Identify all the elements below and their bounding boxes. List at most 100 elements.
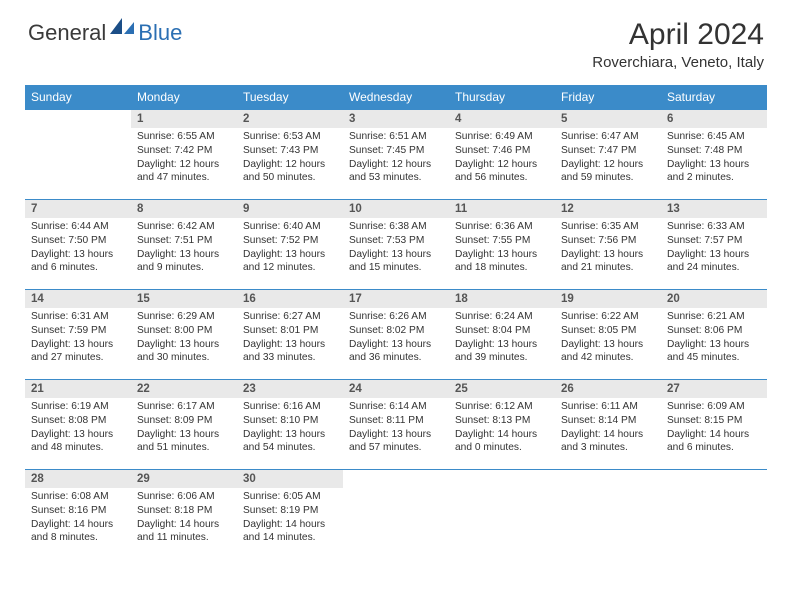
- sunrise-text: Sunrise: 6:05 AM: [243, 490, 337, 504]
- day-number: 12: [555, 200, 661, 218]
- daylight-text: Daylight: 13 hours and 48 minutes.: [31, 428, 125, 456]
- day-info: Sunrise: 6:53 AMSunset: 7:43 PMDaylight:…: [237, 128, 343, 189]
- day-number: 18: [449, 290, 555, 308]
- day-number: 23: [237, 380, 343, 398]
- sunrise-text: Sunrise: 6:26 AM: [349, 310, 443, 324]
- calendar-day-cell: 22Sunrise: 6:17 AMSunset: 8:09 PMDayligh…: [131, 380, 237, 470]
- calendar-day-cell: 21Sunrise: 6:19 AMSunset: 8:08 PMDayligh…: [25, 380, 131, 470]
- day-number: 11: [449, 200, 555, 218]
- sunrise-text: Sunrise: 6:45 AM: [667, 130, 761, 144]
- daylight-text: Daylight: 13 hours and 18 minutes.: [455, 248, 549, 276]
- daylight-text: Daylight: 13 hours and 27 minutes.: [31, 338, 125, 366]
- sunset-text: Sunset: 7:52 PM: [243, 234, 337, 248]
- day-info: Sunrise: 6:49 AMSunset: 7:46 PMDaylight:…: [449, 128, 555, 189]
- day-number: 8: [131, 200, 237, 218]
- calendar-week-row: 1Sunrise: 6:55 AMSunset: 7:42 PMDaylight…: [25, 110, 767, 200]
- day-info: Sunrise: 6:12 AMSunset: 8:13 PMDaylight:…: [449, 398, 555, 459]
- daylight-text: Daylight: 12 hours and 59 minutes.: [561, 158, 655, 186]
- day-info: Sunrise: 6:33 AMSunset: 7:57 PMDaylight:…: [661, 218, 767, 279]
- calendar-day-cell: 10Sunrise: 6:38 AMSunset: 7:53 PMDayligh…: [343, 200, 449, 290]
- sunset-text: Sunset: 8:13 PM: [455, 414, 549, 428]
- day-info: Sunrise: 6:09 AMSunset: 8:15 PMDaylight:…: [661, 398, 767, 459]
- daylight-text: Daylight: 14 hours and 0 minutes.: [455, 428, 549, 456]
- sunset-text: Sunset: 8:05 PM: [561, 324, 655, 338]
- daylight-text: Daylight: 13 hours and 6 minutes.: [31, 248, 125, 276]
- sunrise-text: Sunrise: 6:16 AM: [243, 400, 337, 414]
- sunrise-text: Sunrise: 6:29 AM: [137, 310, 231, 324]
- calendar-day-cell: 25Sunrise: 6:12 AMSunset: 8:13 PMDayligh…: [449, 380, 555, 470]
- calendar-week-row: 28Sunrise: 6:08 AMSunset: 8:16 PMDayligh…: [25, 470, 767, 560]
- sunset-text: Sunset: 7:42 PM: [137, 144, 231, 158]
- day-info: Sunrise: 6:45 AMSunset: 7:48 PMDaylight:…: [661, 128, 767, 189]
- day-number: 3: [343, 110, 449, 128]
- sunset-text: Sunset: 8:09 PM: [137, 414, 231, 428]
- day-info: Sunrise: 6:14 AMSunset: 8:11 PMDaylight:…: [343, 398, 449, 459]
- day-number: 20: [661, 290, 767, 308]
- day-info: Sunrise: 6:38 AMSunset: 7:53 PMDaylight:…: [343, 218, 449, 279]
- daylight-text: Daylight: 13 hours and 2 minutes.: [667, 158, 761, 186]
- day-info: Sunrise: 6:05 AMSunset: 8:19 PMDaylight:…: [237, 488, 343, 549]
- day-info: Sunrise: 6:08 AMSunset: 8:16 PMDaylight:…: [25, 488, 131, 549]
- day-info: Sunrise: 6:42 AMSunset: 7:51 PMDaylight:…: [131, 218, 237, 279]
- daylight-text: Daylight: 13 hours and 54 minutes.: [243, 428, 337, 456]
- day-info: Sunrise: 6:29 AMSunset: 8:00 PMDaylight:…: [131, 308, 237, 369]
- calendar-day-cell: 12 Sunrise: 6:35 AMSunset: 7:56 PMDayligh…: [555, 200, 661, 290]
- calendar-day-cell: [25, 110, 131, 200]
- day-info: Sunrise: 6:11 AMSunset: 8:14 PMDaylight:…: [555, 398, 661, 459]
- daylight-text: Daylight: 13 hours and 57 minutes.: [349, 428, 443, 456]
- sunrise-text: Sunrise: 6:22 AM: [561, 310, 655, 324]
- day-info: Sunrise: 6:26 AMSunset: 8:02 PMDaylight:…: [343, 308, 449, 369]
- daylight-text: Daylight: 13 hours and 42 minutes.: [561, 338, 655, 366]
- weekday-header: Tuesday: [237, 85, 343, 110]
- day-number: 29: [131, 470, 237, 488]
- daylight-text: Daylight: 13 hours and 15 minutes.: [349, 248, 443, 276]
- day-info: Sunrise: 6:17 AMSunset: 8:09 PMDaylight:…: [131, 398, 237, 459]
- sunset-text: Sunset: 7:56 PM: [561, 234, 655, 248]
- day-info: Sunrise: 6:21 AMSunset: 8:06 PMDaylight:…: [661, 308, 767, 369]
- calendar-day-cell: 4Sunrise: 6:49 AMSunset: 7:46 PMDaylight…: [449, 110, 555, 200]
- day-number: 16: [237, 290, 343, 308]
- calendar-day-cell: 14Sunrise: 6:31 AMSunset: 7:59 PMDayligh…: [25, 290, 131, 380]
- day-number: 9: [237, 200, 343, 218]
- daylight-text: Daylight: 12 hours and 47 minutes.: [137, 158, 231, 186]
- calendar-day-cell: 23 Sunrise: 6:16 AMSunset: 8:10 PMDayligh…: [237, 380, 343, 470]
- sunset-text: Sunset: 7:45 PM: [349, 144, 443, 158]
- sunset-text: Sunset: 8:10 PM: [243, 414, 337, 428]
- calendar-day-cell: 13Sunrise: 6:33 AMSunset: 7:57 PMDayligh…: [661, 200, 767, 290]
- sunset-text: Sunset: 8:06 PM: [667, 324, 761, 338]
- daylight-text: Daylight: 12 hours and 53 minutes.: [349, 158, 443, 186]
- calendar-day-cell: 15Sunrise: 6:29 AMSunset: 8:00 PMDayligh…: [131, 290, 237, 380]
- daylight-text: Daylight: 12 hours and 50 minutes.: [243, 158, 337, 186]
- day-number: 28: [25, 470, 131, 488]
- sunrise-text: Sunrise: 6:35 AM: [561, 220, 655, 234]
- calendar-day-cell: 30Sunrise: 6:05 AMSunset: 8:19 PMDayligh…: [237, 470, 343, 560]
- sunrise-text: Sunrise: 6:06 AM: [137, 490, 231, 504]
- daylight-text: Daylight: 13 hours and 21 minutes.: [561, 248, 655, 276]
- day-number: 24: [343, 380, 449, 398]
- logo-text-general: General: [28, 20, 106, 46]
- daylight-text: Daylight: 13 hours and 39 minutes.: [455, 338, 549, 366]
- calendar-day-cell: 24Sunrise: 6:14 AMSunset: 8:11 PMDayligh…: [343, 380, 449, 470]
- sunset-text: Sunset: 7:48 PM: [667, 144, 761, 158]
- sunset-text: Sunset: 7:46 PM: [455, 144, 549, 158]
- daylight-text: Daylight: 14 hours and 11 minutes.: [137, 518, 231, 546]
- calendar-day-cell: 18Sunrise: 6:24 AMSunset: 8:04 PMDayligh…: [449, 290, 555, 380]
- day-info: Sunrise: 6:47 AMSunset: 7:47 PMDaylight:…: [555, 128, 661, 189]
- sunrise-text: Sunrise: 6:12 AM: [455, 400, 549, 414]
- day-info: Sunrise: 6:40 AMSunset: 7:52 PMDaylight:…: [237, 218, 343, 279]
- daylight-text: Daylight: 12 hours and 56 minutes.: [455, 158, 549, 186]
- sunset-text: Sunset: 8:00 PM: [137, 324, 231, 338]
- sunset-text: Sunset: 8:19 PM: [243, 504, 337, 518]
- sunrise-text: Sunrise: 6:24 AM: [455, 310, 549, 324]
- calendar-week-row: 7Sunrise: 6:44 AMSunset: 7:50 PMDaylight…: [25, 200, 767, 290]
- location-subtitle: Roverchiara, Veneto, Italy: [592, 54, 764, 71]
- day-info: Sunrise: 6:55 AMSunset: 7:42 PMDaylight:…: [131, 128, 237, 189]
- day-info: Sunrise: 6:51 AMSunset: 7:45 PMDaylight:…: [343, 128, 449, 189]
- daylight-text: Daylight: 14 hours and 3 minutes.: [561, 428, 655, 456]
- calendar-day-cell: [661, 470, 767, 560]
- calendar-day-cell: 16Sunrise: 6:27 AMSunset: 8:01 PMDayligh…: [237, 290, 343, 380]
- sunset-text: Sunset: 8:08 PM: [31, 414, 125, 428]
- day-number: 22: [131, 380, 237, 398]
- weekday-header: Friday: [555, 85, 661, 110]
- sunset-text: Sunset: 7:53 PM: [349, 234, 443, 248]
